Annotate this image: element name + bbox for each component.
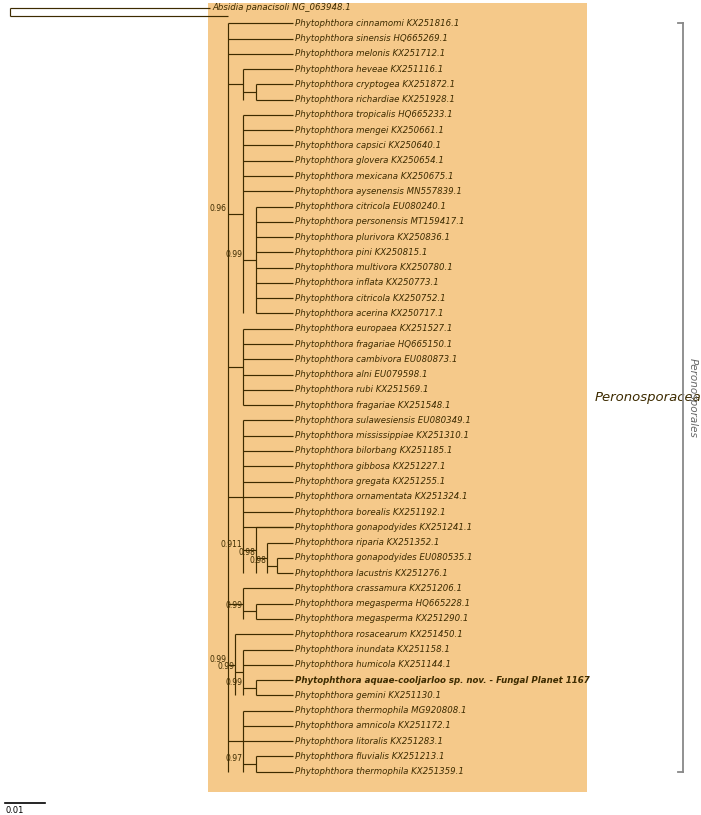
Text: 0.99: 0.99 <box>225 601 242 610</box>
Text: Phytophthora cinnamomi KX251816.1: Phytophthora cinnamomi KX251816.1 <box>295 19 459 28</box>
Text: Phytophthora mexicana KX250675.1: Phytophthora mexicana KX250675.1 <box>295 171 454 180</box>
Text: Phytophthora rosacearum KX251450.1: Phytophthora rosacearum KX251450.1 <box>295 630 463 639</box>
Text: 0.98: 0.98 <box>249 556 266 565</box>
Text: Phytophthora gregata KX251255.1: Phytophthora gregata KX251255.1 <box>295 477 445 486</box>
Text: Phytophthora ornamentata KX251324.1: Phytophthora ornamentata KX251324.1 <box>295 492 468 501</box>
Text: Phytophthora crassamura KX251206.1: Phytophthora crassamura KX251206.1 <box>295 584 462 593</box>
Text: 0.01: 0.01 <box>5 806 23 815</box>
Text: 0.98: 0.98 <box>238 548 255 557</box>
Text: Phytophthora lacustris KX251276.1: Phytophthora lacustris KX251276.1 <box>295 569 448 578</box>
Text: Phytophthora gonapodyides KX251241.1: Phytophthora gonapodyides KX251241.1 <box>295 523 472 532</box>
Text: Phytophthora sulawesiensis EU080349.1: Phytophthora sulawesiensis EU080349.1 <box>295 416 471 425</box>
Text: Phytophthora sinensis HQ665269.1: Phytophthora sinensis HQ665269.1 <box>295 34 448 43</box>
Text: Phytophthora multivora KX250780.1: Phytophthora multivora KX250780.1 <box>295 263 453 272</box>
Text: Phytophthora heveae KX251116.1: Phytophthora heveae KX251116.1 <box>295 64 443 73</box>
Text: Phytophthora inundata KX251158.1: Phytophthora inundata KX251158.1 <box>295 645 450 654</box>
Text: Phytophthora fluvialis KX251213.1: Phytophthora fluvialis KX251213.1 <box>295 752 444 761</box>
Text: Phytophthora aysenensis MN557839.1: Phytophthora aysenensis MN557839.1 <box>295 187 462 196</box>
Text: Phytophthora inflata KX250773.1: Phytophthora inflata KX250773.1 <box>295 279 439 288</box>
Text: 0.96: 0.96 <box>209 205 226 214</box>
Text: Phytophthora cryptogea KX251872.1: Phytophthora cryptogea KX251872.1 <box>295 80 455 89</box>
Text: Phytophthora rubi KX251569.1: Phytophthora rubi KX251569.1 <box>295 385 428 394</box>
Text: Phytophthora citricola KX250752.1: Phytophthora citricola KX250752.1 <box>295 293 446 302</box>
Text: Phytophthora personensis MT159417.1: Phytophthora personensis MT159417.1 <box>295 218 465 227</box>
Text: Phytophthora capsici KX250640.1: Phytophthora capsici KX250640.1 <box>295 141 441 150</box>
Text: Phytophthora mengei KX250661.1: Phytophthora mengei KX250661.1 <box>295 126 444 134</box>
Text: Phytophthora alni EU079598.1: Phytophthora alni EU079598.1 <box>295 370 428 379</box>
Text: Phytophthora gonapodyides EU080535.1: Phytophthora gonapodyides EU080535.1 <box>295 553 472 562</box>
Text: Phytophthora amnicola KX251172.1: Phytophthora amnicola KX251172.1 <box>295 721 451 730</box>
Text: Phytophthora richardiae KX251928.1: Phytophthora richardiae KX251928.1 <box>295 95 455 104</box>
Text: Phytophthora bilorbang KX251185.1: Phytophthora bilorbang KX251185.1 <box>295 447 452 456</box>
Text: Phytophthora megasperma KX251290.1: Phytophthora megasperma KX251290.1 <box>295 615 468 623</box>
Text: Phytophthora riparia KX251352.1: Phytophthora riparia KX251352.1 <box>295 538 440 547</box>
Text: Absidia panacisoli NG_063948.1: Absidia panacisoli NG_063948.1 <box>212 3 350 12</box>
Bar <box>208 3 587 792</box>
Text: Phytophthora megasperma HQ665228.1: Phytophthora megasperma HQ665228.1 <box>295 599 470 608</box>
Text: 0.99: 0.99 <box>225 678 242 687</box>
Text: Phytophthora tropicalis HQ665233.1: Phytophthora tropicalis HQ665233.1 <box>295 110 453 120</box>
Text: Phytophthora gemini KX251130.1: Phytophthora gemini KX251130.1 <box>295 691 441 700</box>
Text: Peronosporaceae: Peronosporaceae <box>595 391 701 404</box>
Text: Phytophthora humicola KX251144.1: Phytophthora humicola KX251144.1 <box>295 660 451 669</box>
Text: Phytophthora melonis KX251712.1: Phytophthora melonis KX251712.1 <box>295 50 445 59</box>
Text: 0.911: 0.911 <box>220 540 242 549</box>
Text: Phytophthora gibbosa KX251227.1: Phytophthora gibbosa KX251227.1 <box>295 462 446 471</box>
Text: Phytophthora europaea KX251527.1: Phytophthora europaea KX251527.1 <box>295 324 452 333</box>
Text: Phytophthora acerina KX250717.1: Phytophthora acerina KX250717.1 <box>295 309 444 318</box>
Text: Phytophthora thermophila KX251359.1: Phytophthora thermophila KX251359.1 <box>295 767 464 776</box>
Text: Phytophthora plurivora KX250836.1: Phytophthora plurivora KX250836.1 <box>295 232 450 241</box>
Text: 0.99: 0.99 <box>209 654 226 663</box>
Text: Phytophthora thermophila MG920808.1: Phytophthora thermophila MG920808.1 <box>295 706 466 715</box>
Text: Peronosporales: Peronosporales <box>688 358 698 438</box>
Text: Phytophthora litoralis KX251283.1: Phytophthora litoralis KX251283.1 <box>295 737 443 746</box>
Text: Phytophthora glovera KX250654.1: Phytophthora glovera KX250654.1 <box>295 156 444 165</box>
Text: Phytophthora aquae-cooljarloo sp. nov. - Fungal Planet 1167: Phytophthora aquae-cooljarloo sp. nov. -… <box>295 676 590 685</box>
Text: Phytophthora borealis KX251192.1: Phytophthora borealis KX251192.1 <box>295 508 446 517</box>
Text: 0.99: 0.99 <box>217 663 234 672</box>
Text: Phytophthora fragariae HQ665150.1: Phytophthora fragariae HQ665150.1 <box>295 340 452 349</box>
Text: 0.99: 0.99 <box>225 250 242 259</box>
Text: 0.97: 0.97 <box>225 754 242 763</box>
Text: Phytophthora mississippiae KX251310.1: Phytophthora mississippiae KX251310.1 <box>295 431 469 440</box>
Text: Phytophthora fragariae KX251548.1: Phytophthora fragariae KX251548.1 <box>295 401 451 410</box>
Text: Phytophthora pini KX250815.1: Phytophthora pini KX250815.1 <box>295 248 428 257</box>
Text: Phytophthora citricola EU080240.1: Phytophthora citricola EU080240.1 <box>295 202 446 211</box>
Text: Phytophthora cambivora EU080873.1: Phytophthora cambivora EU080873.1 <box>295 355 457 363</box>
